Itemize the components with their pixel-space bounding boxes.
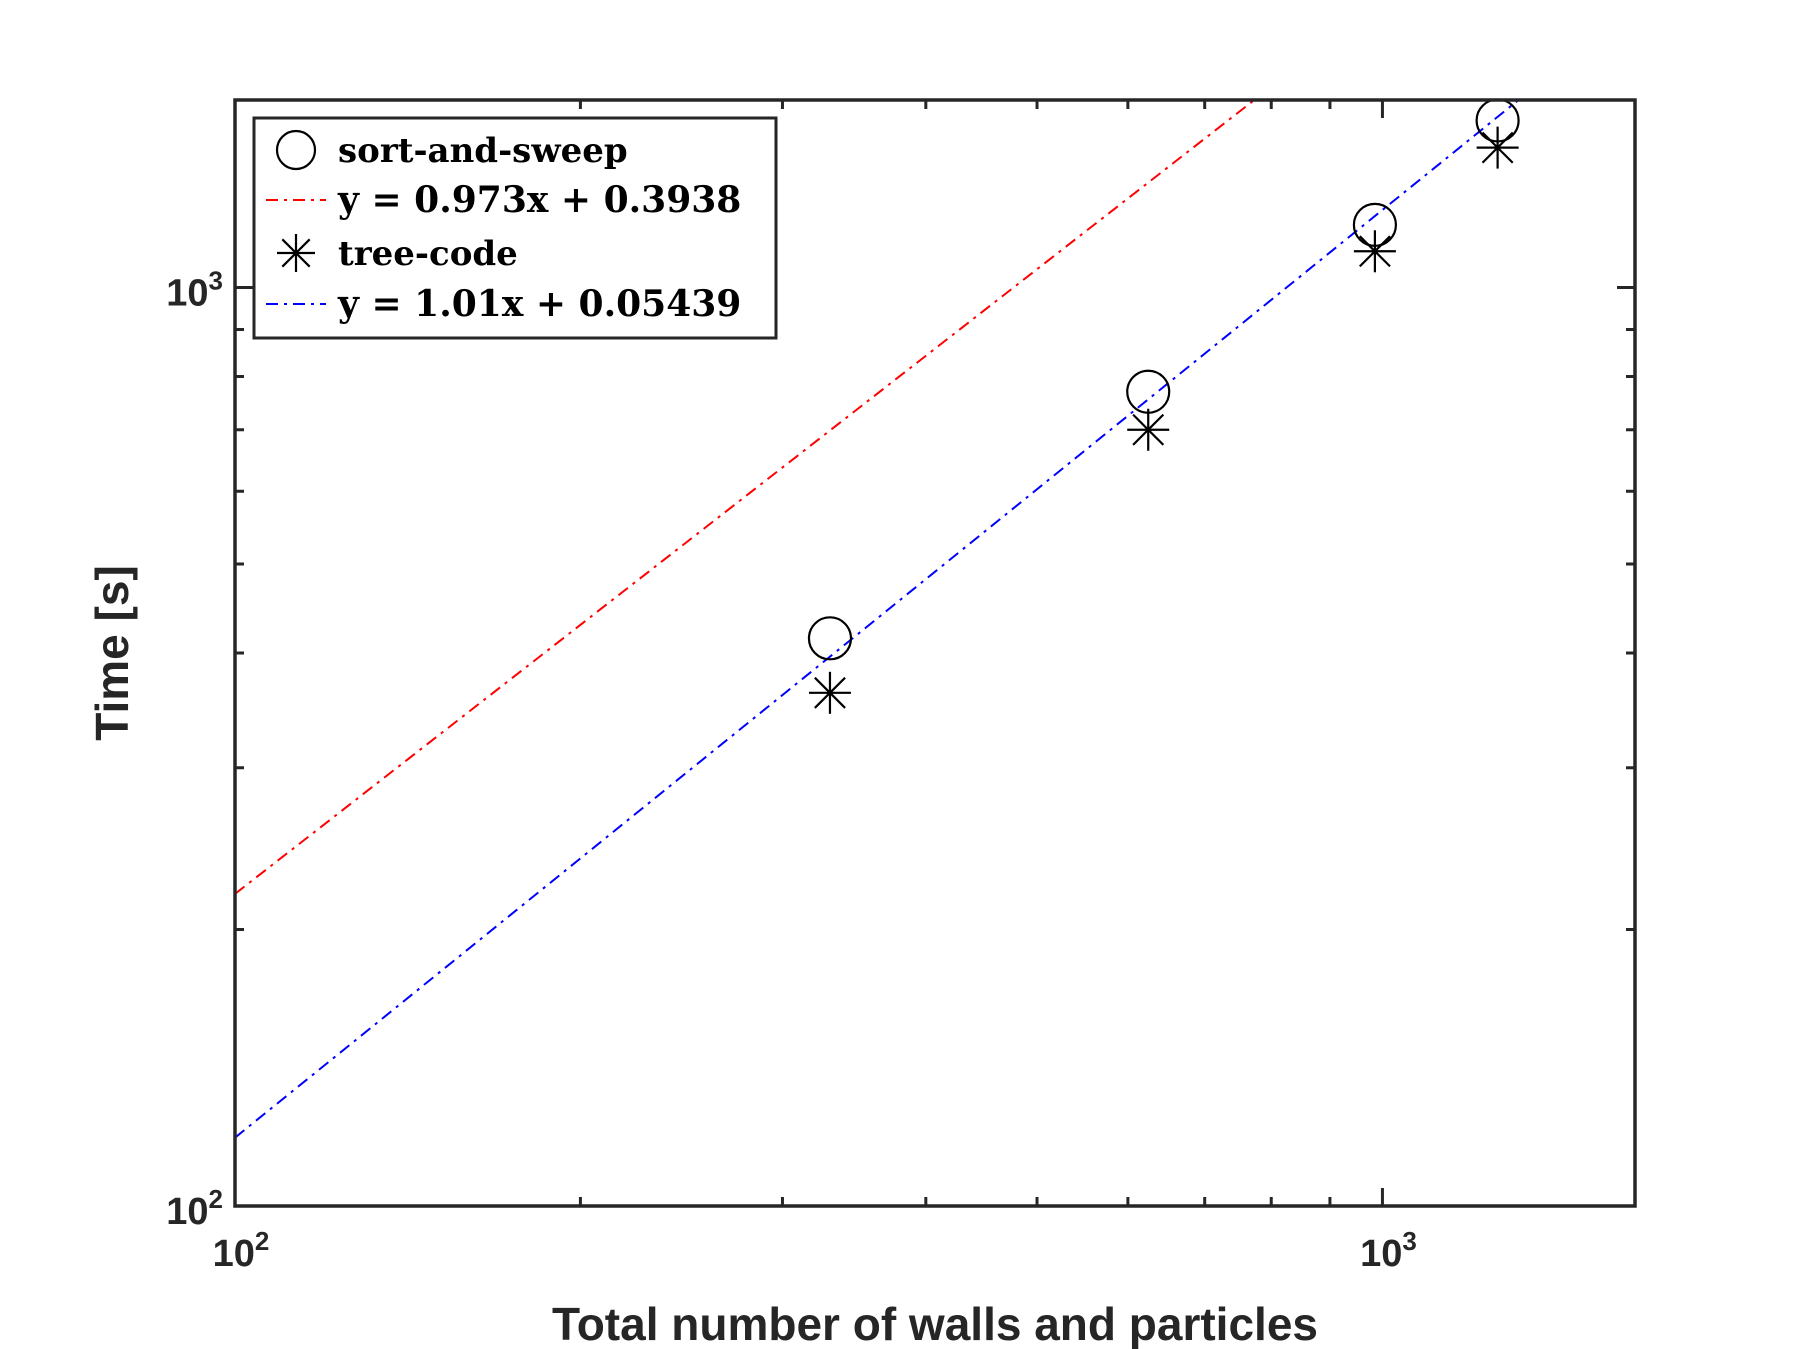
legend-entry-1: sort-and-sweep [275, 129, 628, 171]
plot-area-frame [233, 98, 1637, 1208]
data-markers [807, 98, 1520, 714]
tree-code-point-2 [1127, 408, 1170, 451]
legend-label: tree-code [338, 234, 518, 274]
fit-line-2 [235, 100, 1521, 1139]
legend-asterisk-icon [277, 234, 315, 272]
tree-code-point-1 [808, 671, 851, 714]
tree-code-point-4 [1476, 126, 1519, 169]
fit-lines [235, 100, 1521, 1139]
x-tick-label: 102 [213, 1226, 270, 1275]
y-axis-title: Time [s] [86, 565, 138, 741]
tick-labels: 102 103 102 103 [166, 265, 1417, 1275]
legend-label: y = 0.973x + 0.3938 [337, 179, 741, 221]
y-tick-label: 103 [166, 265, 223, 314]
legend-entry-3: tree-code [277, 234, 518, 274]
x-tick-label: 103 [1360, 1226, 1417, 1275]
sort-and-sweep-point-1 [807, 616, 853, 661]
x-axis-title: Total number of walls and particles [552, 1298, 1318, 1349]
legend-entry-2: y = 0.973x + 0.3938 [266, 179, 741, 221]
axis-ticks [233, 100, 1635, 1208]
legend-label: sort-and-sweep [338, 131, 628, 171]
tree-code-point-3 [1353, 230, 1396, 273]
legend-entry-4: y = 1.01x + 0.05439 [266, 283, 741, 325]
legend: sort-and-sweep y = 0.973x + 0.3938 tree-co… [252, 116, 778, 340]
legend-label: y = 1.01x + 0.05439 [337, 283, 741, 325]
legend-circle-icon [275, 129, 317, 171]
y-tick-label: 102 [166, 1184, 223, 1233]
legend-box [252, 116, 778, 340]
